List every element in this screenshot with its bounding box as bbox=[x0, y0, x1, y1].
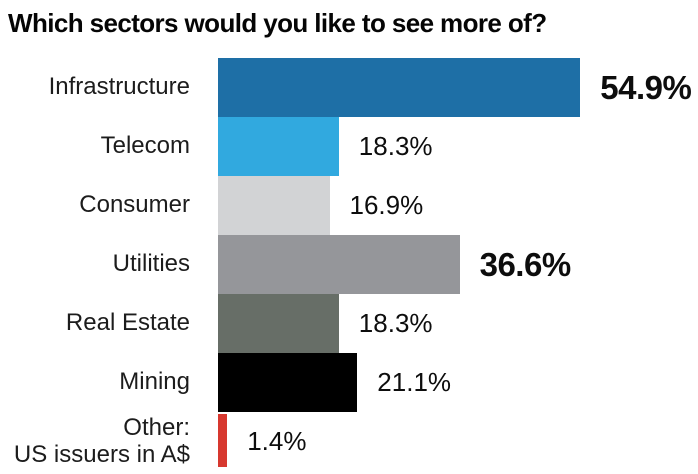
bar-area: 16.9% bbox=[218, 176, 698, 236]
bar-real-estate bbox=[218, 294, 339, 354]
category-label-other: Other: US issuers in A$ bbox=[13, 413, 190, 468]
chart-title: Which sectors would you like to see more… bbox=[8, 8, 547, 38]
value-label-infrastructure: 54.9% bbox=[600, 68, 692, 106]
category-label-real-estate: Real Estate bbox=[65, 309, 190, 337]
value-label-consumer: 16.9% bbox=[349, 190, 424, 221]
bar-row-utilities: Utilities 36.6% bbox=[0, 235, 698, 295]
bar-area: 18.3% bbox=[218, 294, 698, 354]
bar-row-infrastructure: Infrastructure 54.9% bbox=[0, 58, 698, 118]
category-label-utilities: Utilities bbox=[112, 250, 190, 278]
category-label-infrastructure: Infrastructure bbox=[48, 73, 190, 101]
bar-row-consumer: Consumer 16.9% bbox=[0, 176, 698, 236]
bar-area: 1.4% bbox=[218, 412, 698, 471]
bar-area: 18.3% bbox=[218, 117, 698, 177]
value-label-real-estate: 18.3% bbox=[358, 308, 433, 339]
bar-utilities bbox=[218, 235, 460, 295]
bar-other bbox=[218, 414, 228, 468]
bar-consumer bbox=[218, 176, 330, 236]
value-label-utilities: 36.6% bbox=[479, 245, 572, 283]
bar-mining bbox=[218, 353, 358, 413]
bar-telecom bbox=[218, 117, 339, 177]
bar-area: 36.6% bbox=[218, 235, 698, 295]
bar-row-telecom: Telecom 18.3% bbox=[0, 117, 698, 177]
bar-row-real-estate: Real Estate 18.3% bbox=[0, 294, 698, 354]
value-label-mining: 21.1% bbox=[377, 367, 452, 398]
category-label-mining: Mining bbox=[119, 368, 190, 396]
bar-area: 21.1% bbox=[218, 353, 698, 413]
bar-area: 54.9% bbox=[218, 58, 698, 118]
value-label-telecom: 18.3% bbox=[358, 131, 433, 162]
category-label-consumer: Consumer bbox=[79, 191, 190, 219]
bar-row-mining: Mining 21.1% bbox=[0, 353, 698, 413]
chart-rows: Infrastructure 54.9% Telecom 18.3% Consu… bbox=[0, 58, 698, 471]
category-label-telecom: Telecom bbox=[100, 132, 190, 160]
value-label-other: 1.4% bbox=[247, 426, 307, 457]
bar-row-other: Other: US issuers in A$ 1.4% bbox=[0, 412, 698, 471]
bar-infrastructure bbox=[218, 58, 581, 118]
